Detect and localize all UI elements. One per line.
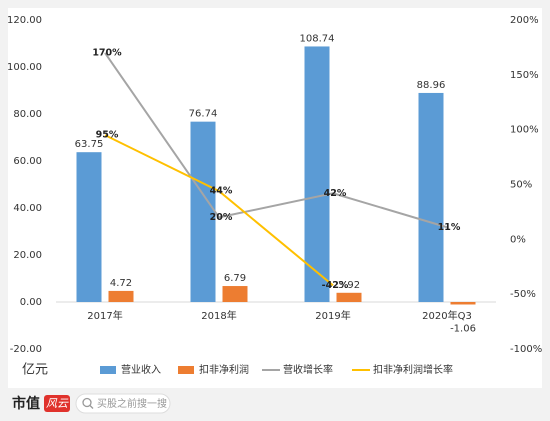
bar-value-label: 3.92 [338,280,360,291]
bar-value-label: 108.74 [300,33,335,44]
y-tick-label: 0.00 [20,297,42,308]
y-tick-label: -20.00 [10,344,42,355]
y2-tick-label: 150% [510,70,539,81]
bar-value-label: 4.72 [110,278,132,289]
line [104,134,334,287]
x-tick-label: 2018年 [201,309,236,322]
bar [450,302,476,305]
legend-swatch [178,366,194,374]
logo-box [44,395,70,412]
legend-label: 扣非净利润 [199,363,249,376]
legend-swatch [100,366,116,374]
bar [222,286,248,302]
legend-label: 营收增长率 [283,363,333,376]
line-value-label: 11% [438,222,461,233]
brand: 市值 [12,395,40,412]
y-tick-label: 40.00 [13,203,42,214]
bar [108,290,134,302]
search-icon-handle [89,405,94,409]
legend-label: 扣非净利润增长率 [373,363,453,376]
line-value-label: -42% [322,280,349,291]
y-unit: 亿元 [22,363,48,378]
bar [418,92,444,302]
bar-value-label: 76.74 [189,109,218,120]
bar-value-label: 63.75 [75,139,104,150]
line-value-label: 20% [210,212,233,223]
y-tick-label: 100.00 [7,62,42,73]
line-value-label: 95% [96,130,119,141]
y2-tick-label: -100% [510,344,542,355]
bar-value-label: 88.96 [417,80,446,91]
y2-tick-label: 50% [510,180,532,191]
bar-value-label: 6.79 [224,273,246,284]
line-value-label: 170% [92,47,122,58]
y-tick-label: 80.00 [13,109,42,120]
y2-tick-label: 100% [510,125,539,136]
y-tick-label: 20.00 [13,250,42,261]
y2-tick-label: -50% [510,289,536,300]
bar [336,292,362,302]
line-value-label: 44% [210,186,233,197]
search-icon [82,397,92,408]
bar [190,121,216,302]
line-value-label: 42% [324,188,347,199]
y2-tick-label: 0% [510,234,526,245]
y-tick-label: 120.00 [7,15,42,26]
search-box[interactable] [75,393,171,414]
x-tick-label: 2017年 [87,309,122,322]
search-text: 买股之前搜一搜 [97,397,167,410]
bar [304,46,330,302]
legend-label: 营业收入 [121,363,161,376]
logo: 风云 [46,397,69,410]
y-tick-label: 60.00 [13,156,42,167]
line [104,52,448,229]
bar [76,152,102,302]
x-tick-label: 2020年Q3 [422,309,472,322]
x-tick-label: 2019年 [315,309,350,322]
bar-value-label: -1.06 [450,323,476,334]
y2-tick-label: 200% [510,15,539,26]
